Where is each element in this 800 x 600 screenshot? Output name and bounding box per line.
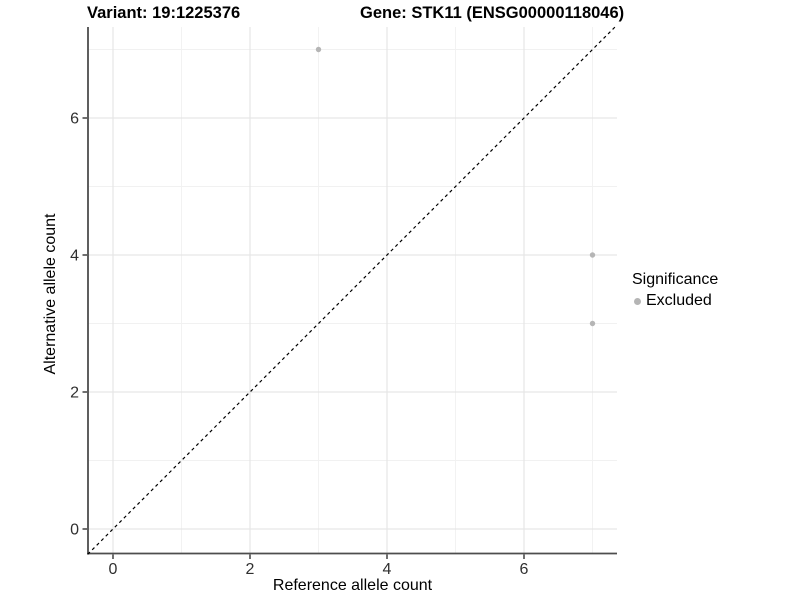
data-point <box>589 252 596 258</box>
tick-marks <box>82 117 525 559</box>
gridlines-minor <box>88 27 617 554</box>
tick-labels: 0 2 4 6 0 2 4 6 <box>70 111 528 579</box>
y-tick-label: 4 <box>70 248 79 265</box>
data-point <box>589 320 596 327</box>
legend-item-excluded: Excluded <box>632 292 718 310</box>
y-tick-label: 0 <box>70 522 79 539</box>
legend: Significance Excluded <box>632 271 718 310</box>
y-axis-title: Alternative allele count <box>42 213 59 375</box>
excluded-point-icon <box>634 297 641 305</box>
variant-title: Variant: 19:1225376 <box>87 4 241 22</box>
x-tick-label: 0 <box>109 561 118 578</box>
gridlines-major <box>88 27 617 554</box>
y-tick-label: 6 <box>70 111 79 128</box>
x-tick-label: 2 <box>246 561 255 578</box>
data-points <box>315 46 596 327</box>
legend-item-label: Excluded <box>646 292 712 309</box>
x-tick-label: 6 <box>520 561 529 578</box>
data-point <box>315 46 322 53</box>
legend-title: Significance <box>632 271 719 288</box>
gene-title: Gene: STK11 (ENSG00000118046) <box>360 4 625 22</box>
identity-dashed-line <box>87 26 616 555</box>
x-tick-label: 4 <box>383 561 392 578</box>
identity-line <box>87 26 616 555</box>
x-axis-title: Reference allele count <box>272 577 433 594</box>
axis-lines <box>87 27 617 555</box>
y-tick-label: 2 <box>70 385 79 402</box>
